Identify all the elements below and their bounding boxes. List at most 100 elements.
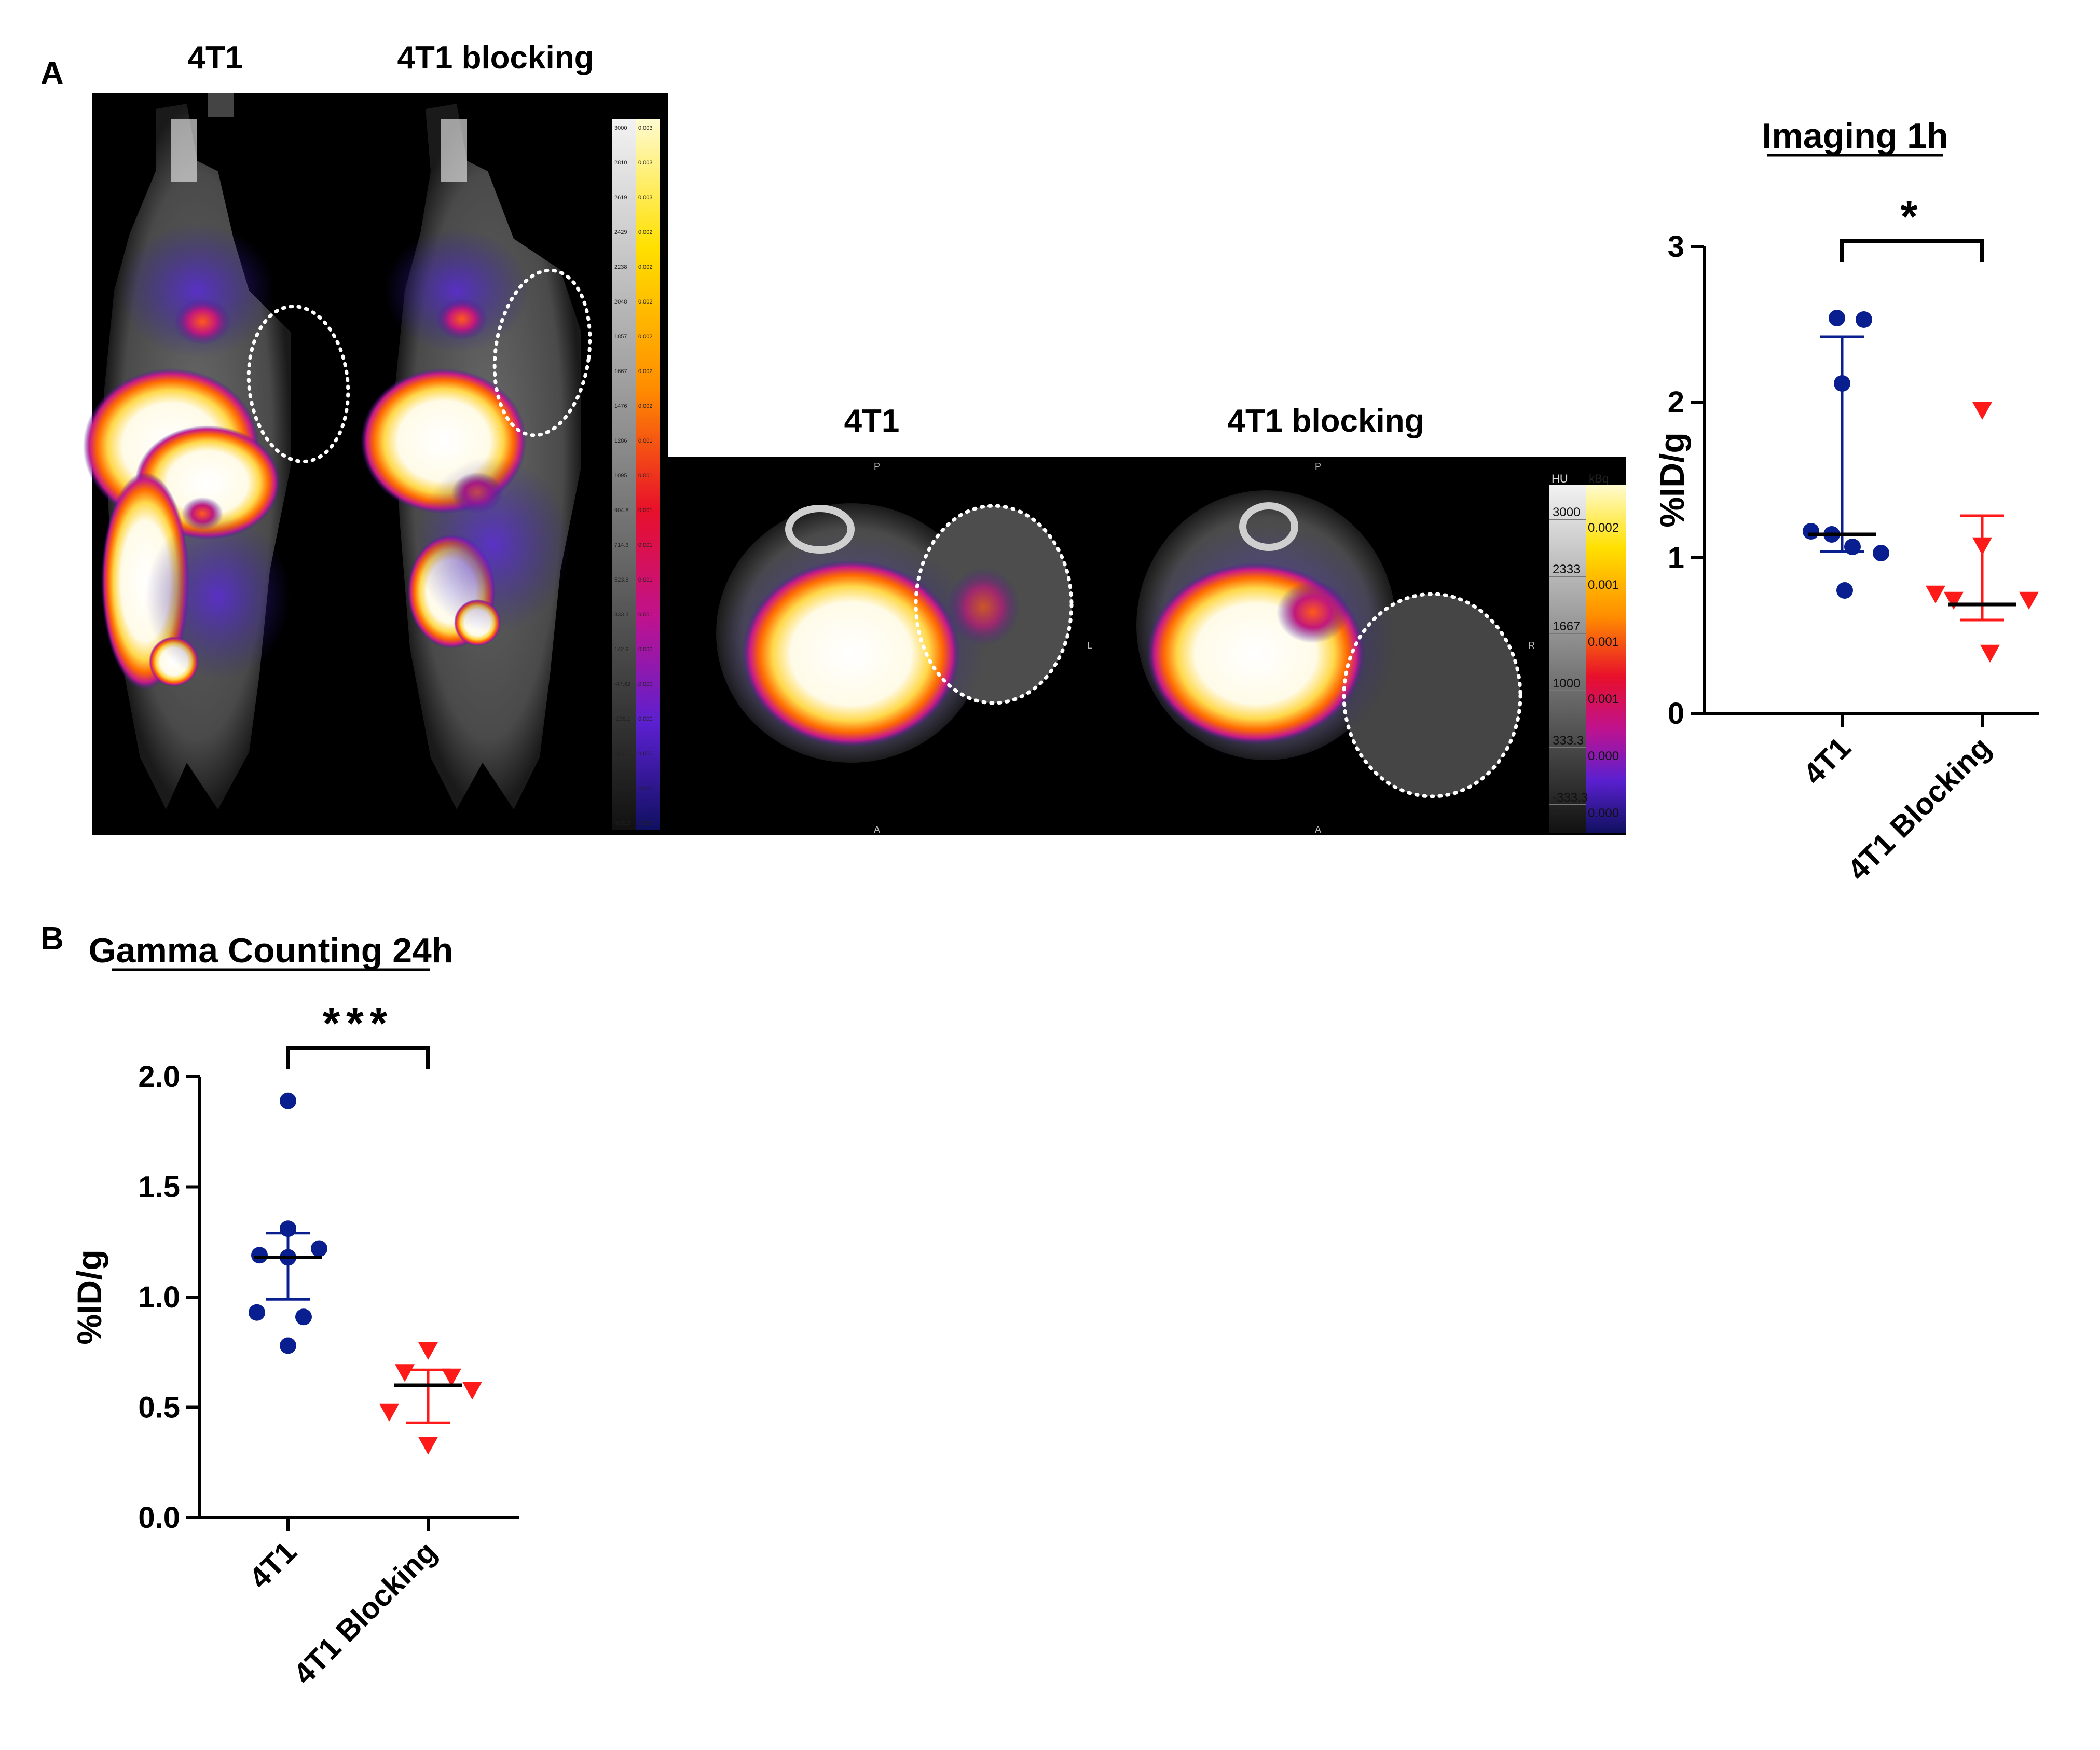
data-point-triangle — [2019, 591, 2039, 610]
colorbar-kbq-tick: 0.000 — [638, 716, 653, 722]
coronal-label-4t1: 4T1 — [188, 40, 243, 76]
data-point-triangle — [442, 1368, 461, 1386]
colorbar-kbq-tick: 0.003 — [638, 125, 653, 131]
colorbar-kbq-tick: 0.000 — [638, 751, 653, 757]
colorbar-kbq-tick: 0.001 — [638, 577, 653, 583]
colorbar-hu-tick: 142.9 — [614, 646, 629, 653]
data-point-triangle — [1972, 537, 1992, 555]
colorbar-hu-tick: 2333 — [1553, 562, 1580, 576]
colorbar-hu-tick: 523.8 — [614, 577, 629, 583]
coronal-label-4t1-blocking: 4T1 blocking — [397, 40, 594, 76]
orientation-mark-bottom: A — [874, 824, 880, 835]
colorbar-kbq-tick: 0.001 — [1588, 692, 1619, 706]
colorbar-kbq-tick: 0.002 — [638, 299, 653, 305]
gamma-counting-24h-chart: Gamma Counting 24h 0.0 0.5 1.0 1.5 2.0 %ID/g 4T… — [70, 931, 519, 1691]
data-point-circle — [251, 1247, 268, 1264]
colorbar-hu-tick: 2238 — [614, 264, 627, 270]
x-tick-label: 4T1 — [243, 1535, 304, 1595]
y-tick-label: 2.0 — [138, 1060, 180, 1094]
colorbar-kbq-tick: 0.000 — [638, 646, 653, 653]
axial-pet-ct-image: P A L P A R HU kBq 3000 0.002 2333 0.001 166… — [660, 457, 1626, 835]
coronal-mouse-4t1 — [83, 93, 350, 809]
colorbar-hu-tick: -333.3 — [1553, 791, 1588, 805]
data-point-triangle — [418, 1342, 438, 1360]
significance-bracket — [1840, 239, 1984, 262]
chart-title: Imaging 1h — [1762, 116, 1948, 156]
orientation-mark-side: L — [1087, 640, 1092, 651]
colorbar-hu-tick: 714.3 — [614, 542, 629, 548]
colorbar-kbq-tick: 0.000 — [1588, 749, 1619, 763]
colorbar-hu-tick: 2810 — [614, 160, 627, 166]
panel-letter-b: B — [40, 921, 64, 957]
chart-title: Gamma Counting 24h — [89, 931, 454, 970]
colorbar-kbq-tick: 0.001 — [638, 473, 653, 479]
colorbar-hu-tick: 1857 — [614, 334, 627, 340]
coronal-pet-ct-image: 3000 0.003 2810 0.003 2619 0.003 2429 0.002 2238… — [83, 93, 668, 835]
data-point-circle — [1836, 582, 1853, 599]
data-point-circle — [311, 1240, 327, 1257]
data-point-triangle — [418, 1437, 438, 1455]
colorbar-kbq-tick: 0.001 — [638, 438, 653, 444]
y-tick-label: 1.5 — [138, 1170, 180, 1204]
colorbar-kbq-tick: 0.000 — [1588, 806, 1619, 820]
data-point-circle — [280, 1220, 296, 1237]
data-point-circle — [295, 1308, 312, 1326]
colorbar-hu-tick: 2619 — [614, 195, 627, 201]
data-point-triangle — [379, 1403, 399, 1422]
colorbar-kbq-tick: 0.003 — [638, 160, 653, 166]
colorbar-hu-tick: 2429 — [614, 229, 627, 236]
colorbar-hu-tick: 1286 — [614, 438, 627, 444]
data-point-triangle — [462, 1382, 482, 1400]
y-axis-label: %ID/g — [1653, 432, 1691, 527]
tumor-roi-outline — [914, 504, 1074, 705]
data-point-triangle — [395, 1364, 415, 1382]
y-tick-label: 0 — [1668, 697, 1684, 731]
data-point-triangle — [1980, 644, 2000, 663]
significance-bracket — [286, 1046, 430, 1069]
colorbar-hu-tick: 3000 — [1553, 505, 1580, 519]
panel-letter-a: A — [40, 56, 64, 91]
y-tick-label: 3 — [1668, 230, 1684, 264]
colorbar-kbq-tick: 0.002 — [638, 403, 653, 409]
colorbar-kbq-tick: 0.000 — [638, 786, 653, 792]
x-tick-label: 4T1 — [1797, 731, 1858, 791]
y-axis-label: %ID/g — [70, 1249, 108, 1344]
colorbar-kbq-tick: 0.001 — [638, 612, 653, 618]
significance-stars: *** — [323, 999, 393, 1049]
colorbar-hu-tick: -47.62 — [614, 681, 630, 687]
axial-colorbar: HU kBq 3000 0.002 2333 0.001 1667 0.001 1000 0.… — [1549, 472, 1626, 833]
data-point-circle — [1829, 310, 1845, 326]
axial-label-4t1-blocking: 4T1 blocking — [1228, 403, 1424, 439]
colorbar-kbq-tick: 0.000 — [638, 681, 653, 687]
orientation-mark-top: P — [1315, 461, 1321, 472]
y-tick-label: 2 — [1668, 385, 1684, 419]
coronal-colorbar: 3000 0.003 2810 0.003 2619 0.003 2429 0.002 2238… — [612, 119, 660, 830]
y-tick-label: 0.0 — [138, 1501, 180, 1535]
significance-stars: * — [1900, 192, 1924, 242]
data-point-circle — [1834, 375, 1850, 392]
colorbar-kbq-tick: 0.001 — [1588, 635, 1619, 649]
y-tick-label: 1 — [1668, 541, 1684, 575]
axial-slice-4t1: P A L — [716, 461, 1092, 835]
orientation-mark-bottom: A — [1315, 824, 1321, 835]
tumor-roi-outline — [1342, 592, 1522, 798]
data-point-triangle — [1972, 402, 1992, 420]
orientation-mark-top: P — [874, 461, 880, 472]
x-tick-label: 4T1 Blocking — [287, 1535, 443, 1691]
colorbar-hu-tick: -428.6 — [614, 751, 630, 757]
axial-label-4t1: 4T1 — [844, 403, 900, 439]
coronal-mouse-4t1-blocking — [361, 104, 592, 809]
data-point-circle — [1803, 523, 1819, 540]
colorbar-kbq-tick: 0.002 — [1588, 521, 1619, 535]
colorbar-hu-tick: 1095 — [614, 473, 627, 479]
x-tick-label: 4T1 Blocking — [1841, 731, 1997, 887]
orientation-mark-side: R — [1528, 640, 1535, 651]
tumor-roi-outline — [492, 268, 592, 437]
data-point-triangle — [1926, 585, 1945, 603]
colorbar-hu-tick: -809.5 — [614, 820, 630, 826]
colorbar-hu-tick: 1476 — [614, 403, 627, 409]
y-tick-label: 0.5 — [138, 1391, 180, 1425]
colorbar-unit-hu: HU — [1552, 472, 1568, 485]
data-point-triangle — [1944, 591, 1964, 610]
